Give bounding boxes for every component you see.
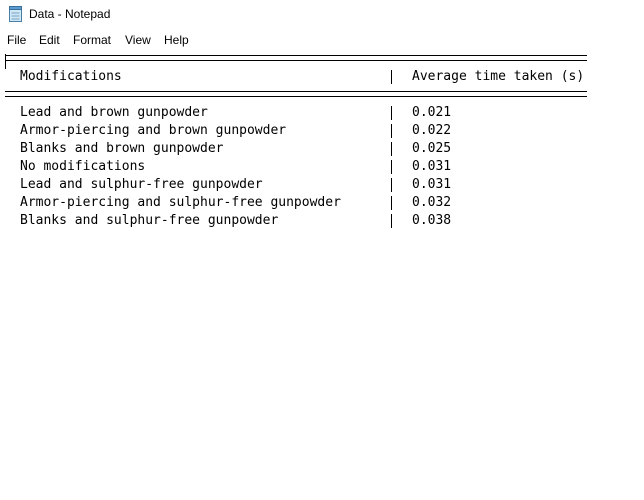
window-title: Data - Notepad: [29, 7, 111, 21]
table-top-rule: [5, 55, 587, 61]
notepad-icon: [9, 6, 22, 22]
row-time: 0.031: [412, 177, 452, 192]
text-caret: [5, 54, 6, 69]
row-modification: Armor-piercing and sulphur-free gunpowde…: [20, 195, 341, 210]
title-bar: Data - Notepad: [0, 0, 644, 30]
column-separator: [391, 106, 392, 120]
menu-view[interactable]: View: [125, 33, 151, 47]
row-time: 0.032: [412, 195, 452, 210]
menu-help[interactable]: Help: [164, 33, 189, 47]
column-separator: [391, 196, 392, 210]
column-separator: [391, 160, 392, 174]
header-average-time: Average time taken (s): [412, 69, 585, 84]
text-editor-area[interactable]: Modifications Average time taken (s) Lea…: [0, 51, 644, 500]
column-separator: [391, 142, 392, 156]
menu-file[interactable]: File: [7, 33, 27, 47]
row-modification: Blanks and brown gunpowder: [20, 141, 224, 156]
menu-format[interactable]: Format: [73, 33, 112, 47]
row-time: 0.022: [412, 123, 452, 138]
column-separator: [391, 214, 392, 228]
row-modification: Lead and brown gunpowder: [20, 105, 208, 120]
row-time: 0.025: [412, 141, 452, 156]
column-separator: [391, 178, 392, 192]
column-separator: [391, 124, 392, 138]
row-modification: No modifications: [20, 159, 146, 174]
menu-bar: File Edit Format View Help: [0, 30, 644, 50]
row-time: 0.031: [412, 159, 452, 174]
row-modification: Armor-piercing and brown gunpowder: [20, 123, 287, 138]
menu-edit[interactable]: Edit: [39, 33, 60, 47]
row-time: 0.021: [412, 105, 452, 120]
row-modification: Lead and sulphur-free gunpowder: [20, 177, 263, 192]
table-header-rule: [5, 91, 587, 97]
row-modification: Blanks and sulphur-free gunpowder: [20, 213, 279, 228]
header-modifications: Modifications: [20, 69, 122, 84]
column-separator: [391, 70, 392, 84]
row-time: 0.038: [412, 213, 452, 228]
